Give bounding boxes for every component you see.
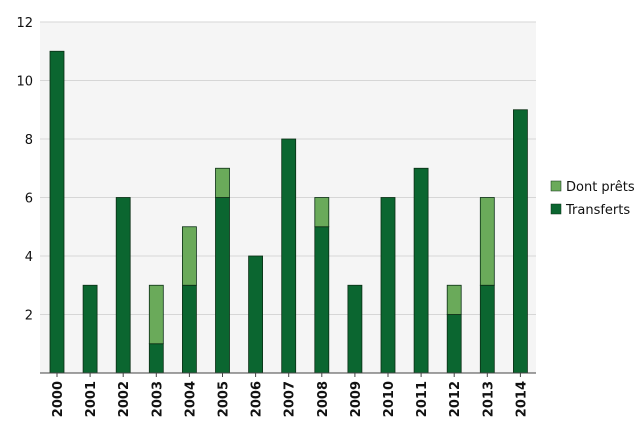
y-axis-ticks: 2 4 6 8 10 12 [16, 16, 33, 324]
y-tick-label: 12 [16, 16, 33, 31]
y-tick-label: 6 [25, 192, 33, 207]
bar-transferts-2010 [380, 197, 396, 374]
bars [49, 50, 528, 374]
bar-transferts-2012 [446, 314, 462, 374]
bar-transferts-2009 [347, 284, 363, 374]
x-tick-label: 2004 [183, 381, 198, 417]
x-tick-label: 2005 [217, 381, 232, 417]
x-tick-label: 2006 [250, 381, 265, 417]
bar-dont-pr-ts-2005 [215, 167, 230, 198]
x-tick-label: 2011 [415, 381, 430, 417]
x-tick-label: 2013 [481, 381, 496, 417]
bar-dont-pr-ts-2013 [479, 197, 495, 286]
x-tick-label: 2002 [117, 381, 132, 417]
bar-dont-pr-ts-2003 [148, 284, 164, 345]
legend: Dont prêts Transferts [550, 180, 635, 218]
bar-transferts-2014 [513, 109, 528, 374]
bar-transferts-2000 [49, 50, 65, 374]
legend-swatch [550, 203, 562, 215]
bar-dont-pr-ts-2008 [314, 197, 330, 228]
y-tick-label: 2 [25, 309, 33, 324]
x-tick-label: 2001 [84, 381, 99, 417]
y-tick-label: 4 [25, 250, 33, 265]
legend-label: Transferts [565, 203, 630, 218]
x-tick-label: 2003 [150, 381, 165, 417]
x-axis-ticks: 2000 2001 2002 2003 2004 2005 2006 2007 2008 2009… [51, 373, 529, 417]
legend-swatch [550, 180, 562, 192]
x-tick-label: 2014 [514, 381, 529, 417]
bar-transferts-2013 [479, 284, 495, 374]
y-tick-label: 8 [25, 133, 33, 148]
bar-transferts-2004 [181, 284, 197, 374]
bar-transferts-2005 [215, 197, 230, 374]
bar-dont-pr-ts-2004 [181, 226, 197, 286]
bar-transferts-2007 [281, 138, 297, 374]
bar-transferts-2006 [248, 255, 264, 374]
y-tick-label: 10 [16, 75, 33, 90]
x-tick-label: 2000 [51, 381, 66, 417]
bar-transferts-2008 [314, 226, 330, 374]
legend-label: Dont prêts [566, 180, 635, 195]
bar-dont-pr-ts-2012 [446, 284, 462, 315]
bar-transferts-2003 [148, 343, 164, 374]
x-tick-label: 2008 [316, 381, 331, 417]
bar-transferts-2002 [115, 197, 131, 374]
bar-transferts-2011 [413, 167, 429, 374]
x-tick-label: 2012 [448, 381, 463, 417]
x-tick-label: 2010 [382, 381, 397, 417]
bar-transferts-2001 [82, 284, 98, 374]
x-tick-label: 2009 [349, 381, 364, 417]
x-tick-label: 2007 [283, 381, 298, 417]
